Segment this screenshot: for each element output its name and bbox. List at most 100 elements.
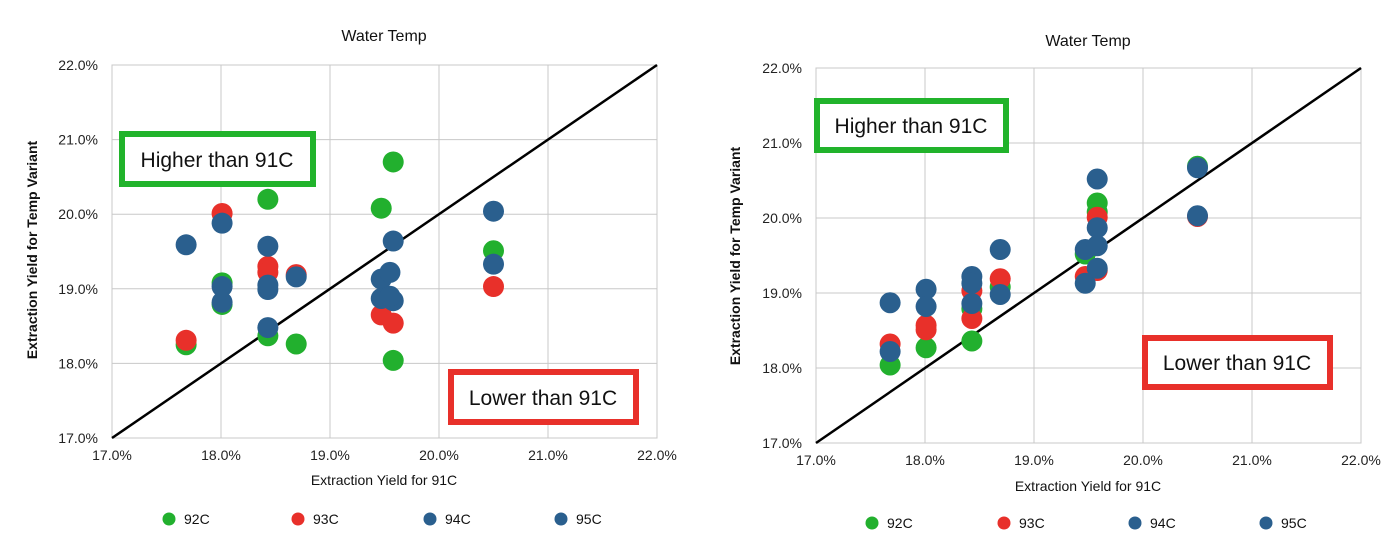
chart-2-higher-box	[814, 98, 1009, 153]
chart-2-legend: 92C 93C 94C 95C	[865, 515, 1307, 531]
data-point-95c	[379, 261, 401, 283]
chart-1-annotation-higher: Higher than 91C	[119, 131, 316, 187]
legend-label-93c: 93C	[1019, 515, 1045, 531]
chart-2-legend-94c: 94C	[1128, 515, 1176, 531]
x-tick-label: 17.0%	[92, 447, 132, 463]
data-point-92c	[961, 330, 983, 352]
data-point-94c	[989, 239, 1011, 260]
y-tick-label: 21.0%	[762, 135, 802, 151]
chart-1-higher-label: Higher than 91C	[141, 149, 294, 172]
chart-2-y-axis-label: Extraction Yield for Temp Variant	[727, 146, 743, 365]
data-point-94c	[879, 292, 901, 314]
chart-1-plot-area	[111, 64, 658, 439]
chart-1-legend-94c: 94C	[423, 511, 471, 527]
x-tick-label: 18.0%	[201, 447, 241, 463]
chart-1-points	[175, 151, 504, 371]
chart-1-higher-box	[119, 131, 316, 187]
legend-marker-95c	[554, 512, 568, 526]
data-point-95c	[1086, 235, 1108, 257]
data-point-95c	[257, 274, 279, 296]
chart-2-y-ticks: 17.0% 18.0% 19.0% 20.0% 21.0% 22.0%	[762, 60, 802, 451]
data-point-95c	[379, 285, 401, 307]
data-point-93c	[382, 312, 404, 334]
chart-2-title: Water Temp	[1045, 33, 1130, 50]
y-tick-label: 17.0%	[762, 435, 802, 451]
x-tick-label: 19.0%	[1014, 452, 1054, 468]
chart-2-lower-label: Lower than 91C	[1163, 352, 1311, 375]
chart-2-higher-label: Higher than 91C	[835, 115, 988, 138]
data-point-94c	[1074, 272, 1096, 294]
x-tick-label: 18.0%	[905, 452, 945, 468]
data-point-93c	[961, 308, 983, 329]
chart-1-x-ticks: 17.0% 18.0% 19.0% 20.0% 21.0% 22.0%	[92, 447, 677, 463]
data-point-93c	[915, 314, 937, 336]
x-tick-label: 20.0%	[1123, 452, 1163, 468]
chart-1-legend-93c: 93C	[291, 511, 339, 527]
legend-marker-94c	[423, 512, 437, 526]
chart-1-lower-box	[448, 369, 639, 425]
data-point-93c	[989, 268, 1011, 290]
chart-1-y-axis-label: Extraction Yield for Temp Variant	[24, 140, 40, 359]
data-point-94c	[989, 284, 1011, 305]
data-point-94c	[257, 317, 279, 339]
legend-label-95c: 95C	[1281, 515, 1307, 531]
chart-1-legend-92c: 92C	[162, 511, 210, 527]
data-point-94c	[285, 266, 307, 288]
chart-2-x-axis-label: Extraction Yield for 91C	[1015, 478, 1161, 494]
y-tick-label: 18.0%	[762, 360, 802, 376]
y-tick-label: 20.0%	[762, 210, 802, 226]
chart-1-lower-label: Lower than 91C	[469, 387, 617, 410]
data-point-92c	[382, 349, 404, 371]
data-point-92c	[285, 333, 307, 355]
data-point-95c	[879, 341, 901, 362]
x-tick-label: 22.0%	[1341, 452, 1381, 468]
legend-marker-93c	[291, 512, 305, 526]
y-tick-label: 20.0%	[58, 206, 98, 222]
chart-2-plot-area	[815, 67, 1362, 444]
chart-1-legend: 92C 93C 94C 95C	[162, 511, 602, 527]
chart-2-points	[879, 155, 1208, 376]
data-point-92c	[257, 188, 279, 210]
x-tick-label: 20.0%	[419, 447, 459, 463]
data-point-93c	[175, 329, 197, 351]
data-point-92c	[370, 197, 392, 219]
chart-2: Water Temp 17.0% 18.0% 19.0% 20.0% 21.0% 22.0…	[727, 33, 1381, 531]
data-point-95c	[1086, 257, 1108, 279]
y-tick-label: 22.0%	[58, 57, 98, 73]
chart-1-annotation-lower: Lower than 91C	[448, 369, 639, 425]
legend-label-95c: 95C	[576, 511, 602, 527]
chart-1-legend-95c: 95C	[554, 511, 602, 527]
chart-2-legend-93c: 93C	[997, 515, 1045, 531]
legend-label-92c: 92C	[184, 511, 210, 527]
data-point-94c	[961, 293, 983, 314]
data-point-94c	[1086, 168, 1108, 190]
data-point-94c	[211, 212, 233, 234]
chart-2-legend-92c: 92C	[865, 515, 913, 531]
chart-2-annotation-lower: Lower than 91C	[1142, 335, 1333, 390]
y-tick-label: 19.0%	[762, 285, 802, 301]
legend-label-94c: 94C	[445, 511, 471, 527]
data-point-92c	[382, 151, 404, 173]
chart-2-lower-box	[1142, 335, 1333, 390]
legend-label-93c: 93C	[313, 511, 339, 527]
legend-marker-95c	[1259, 516, 1273, 530]
x-tick-label: 17.0%	[796, 452, 836, 468]
y-tick-label: 22.0%	[762, 60, 802, 76]
y-tick-label: 19.0%	[58, 281, 98, 297]
chart-1-title: Water Temp	[341, 28, 426, 45]
data-point-94c	[257, 235, 279, 257]
chart-2-annotation-higher: Higher than 91C	[814, 98, 1009, 153]
legend-marker-92c	[162, 512, 176, 526]
chart-1-reference-line	[111, 63, 658, 440]
x-tick-label: 19.0%	[310, 447, 350, 463]
data-point-95c	[211, 276, 233, 298]
data-point-95c	[483, 253, 504, 275]
legend-marker-94c	[1128, 516, 1142, 530]
legend-label-94c: 94C	[1150, 515, 1176, 531]
data-point-94c	[175, 234, 197, 256]
x-tick-label: 21.0%	[1232, 452, 1272, 468]
x-tick-label: 21.0%	[528, 447, 568, 463]
data-point-95c	[1187, 205, 1208, 227]
chart-1-y-ticks: 17.0% 18.0% 19.0% 20.0% 21.0% 22.0%	[58, 57, 98, 446]
